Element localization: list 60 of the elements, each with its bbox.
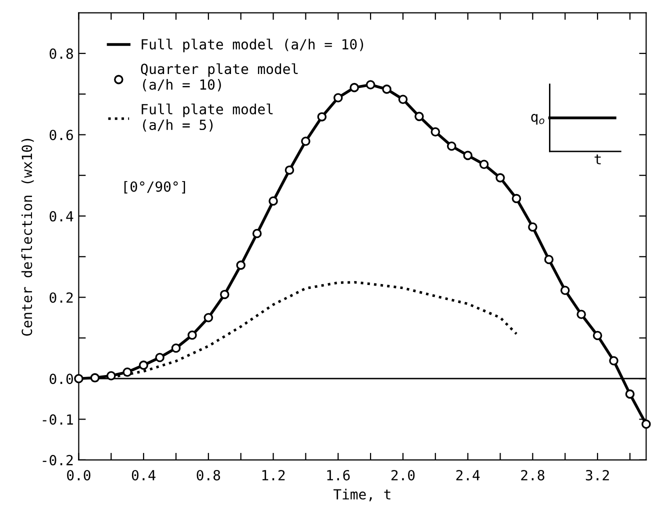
- point: [642, 419, 651, 429]
- point: [414, 112, 424, 122]
- point: [155, 352, 164, 362]
- legend-label: Full plate model (a/h = 5): [142, 104, 273, 132]
- point: [90, 373, 100, 382]
- point: [106, 371, 116, 380]
- point: [236, 260, 246, 270]
- legend-label: Quarter plate model (a/h = 10): [140, 63, 298, 92]
- point: [138, 360, 148, 370]
- point: [268, 196, 278, 206]
- x-tick-label: 0.8: [196, 470, 220, 480]
- x-tick-label: 1.2: [262, 470, 285, 480]
- x-tick-label: 2.0: [391, 470, 415, 480]
- y-tick-label: -0.1: [42, 414, 73, 425]
- y-tick-label: 0.8: [50, 48, 73, 59]
- point: [204, 312, 214, 322]
- point: [560, 286, 570, 296]
- point: [512, 194, 522, 204]
- y-tick-label: 0.4: [50, 211, 74, 222]
- y-axis-title: Center deflection (wx10): [21, 138, 34, 336]
- point: [625, 389, 635, 399]
- point: [430, 127, 440, 137]
- point: [284, 165, 294, 175]
- legend-label: Full plate model (a/h = 10): [142, 38, 364, 52]
- point: [382, 84, 392, 94]
- annotation: q$_{o}$: [531, 114, 544, 125]
- point: [350, 82, 359, 92]
- annotation: t: [594, 154, 601, 164]
- x-tick-label: 1.6: [327, 470, 350, 480]
- point: [609, 356, 618, 366]
- point: [317, 112, 327, 122]
- point: [398, 94, 408, 104]
- y-tick-label: -0.2: [42, 454, 73, 466]
- x-tick-label: 2.4: [456, 470, 480, 480]
- y-tick-label: 0.6: [50, 130, 73, 140]
- point: [74, 374, 84, 384]
- annotation: [0°/90°]: [124, 181, 186, 194]
- point: [446, 141, 456, 151]
- x-tick-label: 2.8: [521, 470, 544, 480]
- point: [220, 290, 230, 300]
- point: [528, 222, 538, 232]
- point: [171, 343, 181, 353]
- y-tick-label: 0.2: [50, 292, 73, 303]
- point: [188, 330, 197, 340]
- x-tick-label: 0.0: [67, 470, 90, 480]
- point: [366, 80, 376, 90]
- x-tick-label: 0.4: [132, 470, 156, 480]
- point: [301, 136, 310, 146]
- point: [496, 173, 505, 182]
- point: [252, 228, 262, 238]
- point: [544, 254, 554, 264]
- x-axis-title: Time, t: [333, 488, 390, 502]
- point: [122, 367, 132, 377]
- point: [479, 160, 489, 170]
- y-tick-label: 0.0: [50, 374, 73, 384]
- x-tick-label: 3.2: [586, 470, 609, 480]
- point: [463, 150, 472, 160]
- point: [576, 310, 586, 320]
- point: [592, 330, 602, 340]
- point: [333, 93, 343, 102]
